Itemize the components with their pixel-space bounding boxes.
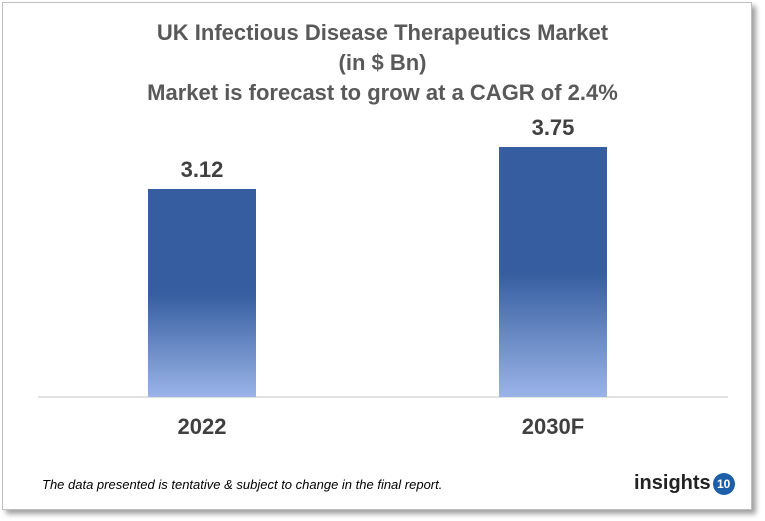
insights10-logo: insights 10 [634, 472, 735, 495]
chart-title-line1: UK Infectious Disease Therapeutics Marke… [156, 20, 609, 45]
bar-2030F [499, 147, 607, 397]
chart-frame [2, 2, 752, 510]
bar-2022 [148, 189, 256, 397]
chart-title-line2: (in $ Bn) [338, 50, 427, 75]
disclaimer-note: The data presented is tentative & subjec… [42, 477, 443, 492]
x-tick-label: 2030F [522, 414, 584, 439]
data-label: 3.12 [181, 157, 224, 182]
data-label: 3.75 [532, 115, 575, 140]
x-tick-label: 2022 [178, 414, 227, 439]
chart-subtitle: Market is forecast to grow at a CAGR of … [147, 80, 618, 105]
